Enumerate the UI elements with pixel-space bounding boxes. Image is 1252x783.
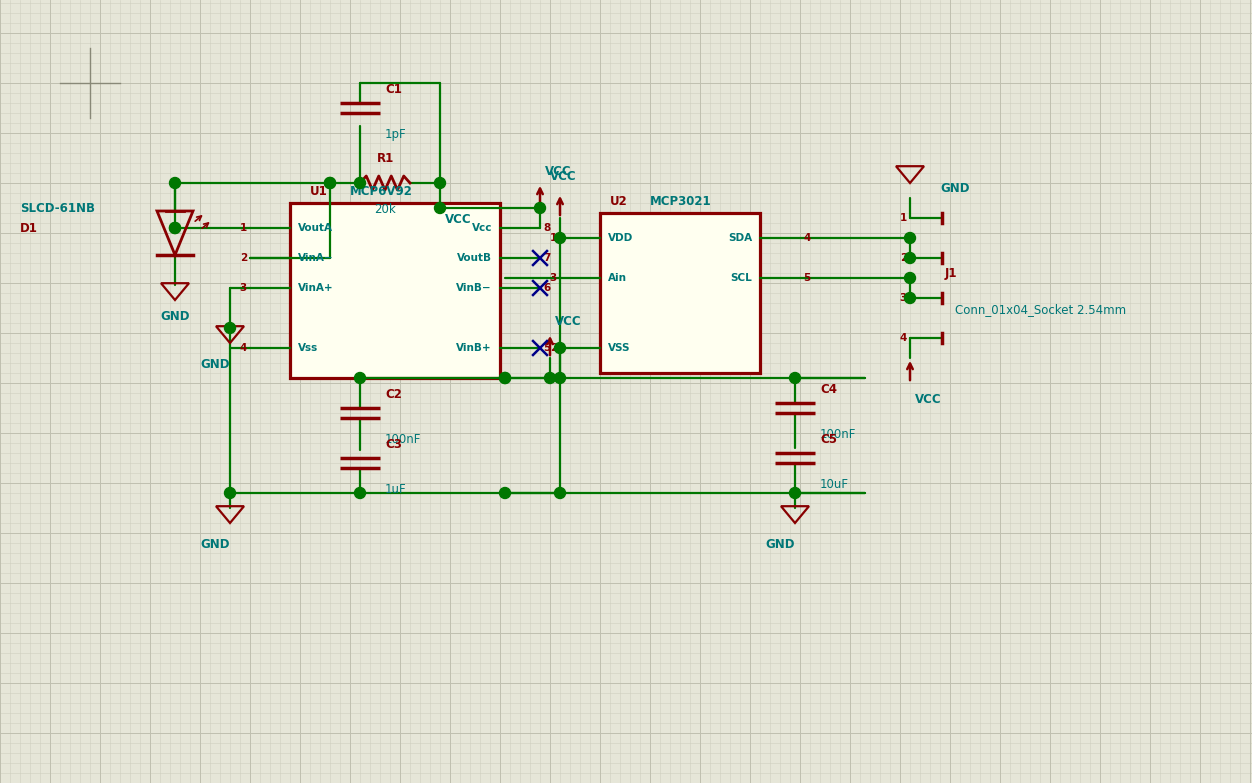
- Text: 1: 1: [550, 233, 557, 243]
- Text: 1: 1: [900, 213, 906, 223]
- Circle shape: [354, 488, 366, 499]
- Text: VoutA: VoutA: [298, 223, 333, 233]
- Text: R1: R1: [377, 152, 393, 165]
- Text: 2: 2: [239, 253, 247, 263]
- Circle shape: [434, 203, 446, 214]
- Text: 4: 4: [239, 343, 247, 353]
- Circle shape: [904, 293, 915, 304]
- Text: GND: GND: [765, 538, 795, 551]
- Text: C4: C4: [820, 383, 838, 396]
- Text: 3: 3: [239, 283, 247, 293]
- Circle shape: [555, 373, 566, 384]
- Circle shape: [500, 488, 511, 499]
- Text: D1: D1: [20, 222, 38, 234]
- Text: 2: 2: [550, 343, 557, 353]
- Circle shape: [169, 222, 180, 233]
- Text: SLCD-61NB: SLCD-61NB: [20, 201, 95, 215]
- Bar: [290, 203, 500, 378]
- Circle shape: [545, 373, 556, 384]
- Text: 7: 7: [543, 253, 551, 263]
- Circle shape: [790, 488, 800, 499]
- Text: 3: 3: [900, 293, 906, 303]
- Text: 5: 5: [543, 343, 550, 353]
- Text: VinB+: VinB+: [457, 343, 492, 353]
- Circle shape: [224, 323, 235, 334]
- Text: SDA: SDA: [727, 233, 752, 243]
- Text: C3: C3: [386, 438, 402, 451]
- Text: MCP6V92: MCP6V92: [351, 185, 413, 198]
- Text: VCC: VCC: [444, 213, 472, 226]
- Text: VCC: VCC: [555, 315, 582, 328]
- Text: SCL: SCL: [730, 273, 752, 283]
- Text: GND: GND: [160, 310, 189, 323]
- Text: J1: J1: [945, 266, 958, 280]
- Text: GND: GND: [200, 358, 230, 371]
- Text: VoutB: VoutB: [457, 253, 492, 263]
- Text: 1pF: 1pF: [386, 128, 407, 141]
- Text: 100nF: 100nF: [820, 428, 856, 441]
- Circle shape: [500, 373, 511, 384]
- Text: VCC: VCC: [915, 393, 942, 406]
- Circle shape: [354, 178, 366, 189]
- Text: 4: 4: [803, 233, 810, 243]
- Text: 10uF: 10uF: [820, 478, 849, 491]
- Text: C5: C5: [820, 433, 838, 446]
- Circle shape: [169, 178, 180, 189]
- Circle shape: [324, 178, 336, 189]
- Circle shape: [500, 373, 511, 384]
- Text: 4: 4: [900, 333, 906, 343]
- Text: 5: 5: [803, 273, 810, 283]
- Circle shape: [904, 252, 915, 264]
- Circle shape: [555, 488, 566, 499]
- Text: VinA+: VinA+: [298, 283, 333, 293]
- Circle shape: [904, 272, 915, 283]
- Text: VSS: VSS: [608, 343, 631, 353]
- Text: GND: GND: [940, 182, 969, 194]
- Text: Vcc: Vcc: [472, 223, 492, 233]
- Text: Ain: Ain: [608, 273, 627, 283]
- Text: 1uF: 1uF: [386, 483, 407, 496]
- Circle shape: [324, 178, 336, 189]
- Circle shape: [904, 233, 915, 244]
- Text: 6: 6: [543, 283, 550, 293]
- Text: U1: U1: [310, 185, 328, 198]
- Text: 100nF: 100nF: [386, 433, 422, 446]
- Text: 3: 3: [550, 273, 557, 283]
- Circle shape: [535, 203, 546, 214]
- Bar: [600, 213, 760, 373]
- Text: VDD: VDD: [608, 233, 634, 243]
- Circle shape: [555, 342, 566, 353]
- Text: MCP3021: MCP3021: [650, 195, 711, 208]
- Circle shape: [224, 488, 235, 499]
- Circle shape: [790, 373, 800, 384]
- Text: Conn_01x04_Socket 2.54mm: Conn_01x04_Socket 2.54mm: [955, 303, 1126, 316]
- Text: C2: C2: [386, 388, 402, 401]
- Text: Vss: Vss: [298, 343, 318, 353]
- Text: VCC: VCC: [550, 170, 577, 183]
- Text: U2: U2: [610, 195, 627, 208]
- Text: VinA−: VinA−: [298, 253, 333, 263]
- Text: VinB−: VinB−: [457, 283, 492, 293]
- Circle shape: [354, 373, 366, 384]
- Circle shape: [434, 178, 446, 189]
- Text: VCC: VCC: [545, 165, 572, 178]
- Text: 2: 2: [900, 253, 906, 263]
- Circle shape: [555, 233, 566, 244]
- Text: GND: GND: [200, 538, 230, 551]
- Circle shape: [169, 222, 180, 233]
- Text: 20k: 20k: [374, 203, 396, 216]
- Text: 1: 1: [239, 223, 247, 233]
- Text: C1: C1: [386, 83, 402, 96]
- Text: 8: 8: [543, 223, 550, 233]
